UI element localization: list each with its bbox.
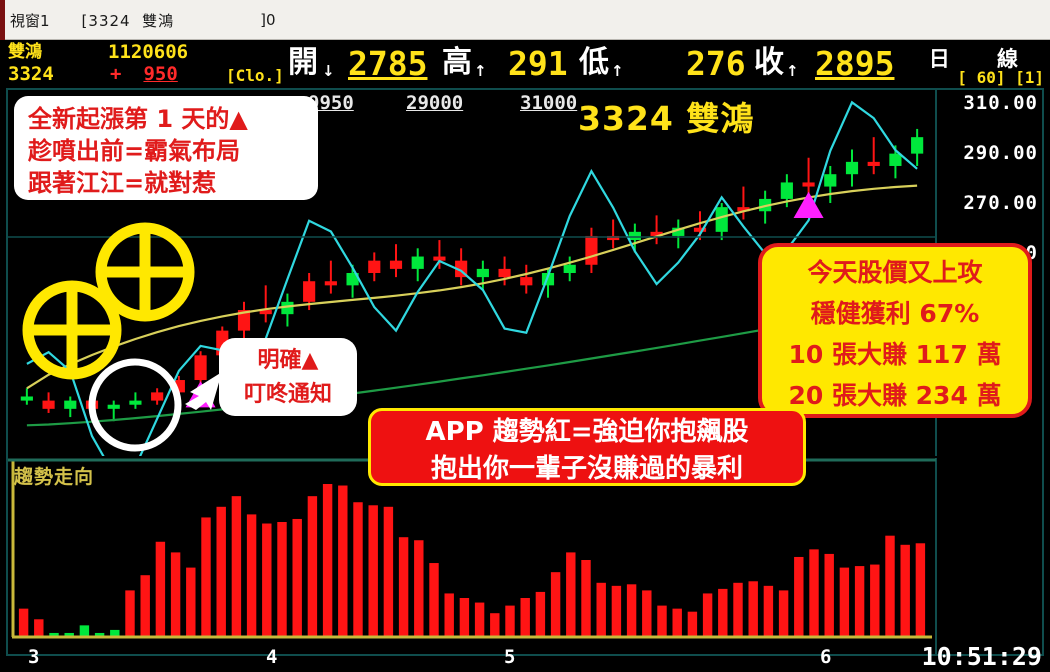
x-tick-2: 5 bbox=[504, 646, 516, 668]
ma-legend-0: 9950 bbox=[308, 92, 354, 114]
quote-header-strip: 雙鴻 3324 1120606 +950 [Clo.] 開 ↓ 2785 高 ↑… bbox=[0, 40, 1050, 88]
quote-open-arrow-icon: ↓ bbox=[322, 62, 335, 80]
callout-profit-line-3: 20 張大賺 234 萬 bbox=[788, 381, 1002, 410]
callout-top-left-line-1: 趁噴出前=霸氣布局 bbox=[28, 137, 241, 165]
callout-top-left-line-2: 跟著江江=就對惹 bbox=[28, 169, 217, 197]
x-tick-0: 3 bbox=[28, 646, 40, 668]
callout-app-promo-line-0: APP 趨勢紅=強迫你抱飆股 bbox=[425, 417, 749, 447]
quote-close-label: 收 bbox=[754, 45, 784, 80]
quote-date: 1120606 bbox=[108, 41, 189, 63]
callout-app-promo: APP 趨勢紅=強迫你抱飆股 抱出你一輩子沒賺過的暴利 bbox=[368, 408, 806, 486]
quote-stock-name: 雙鴻 bbox=[8, 42, 42, 62]
quote-high-value: 291 bbox=[508, 44, 568, 83]
quote-change-value: 950 bbox=[143, 63, 178, 85]
window-symbol-label: [3324 雙鴻 bbox=[81, 11, 175, 30]
callout-profit-line-0: 今天股價又上攻 bbox=[807, 258, 983, 287]
x-axis: 3 4 5 6 10:51:29 bbox=[6, 642, 1044, 672]
window-symbol-tail: ]0 bbox=[260, 11, 276, 29]
window-left-accent bbox=[0, 0, 5, 40]
quote-change-sign: + bbox=[110, 63, 122, 85]
quote-close-arrow-icon: ↑ bbox=[786, 62, 799, 80]
price-axis-label-2: 270.00 bbox=[963, 192, 1038, 214]
window-label: 視窗1 bbox=[10, 11, 50, 30]
volume-pane-title: 趨勢走向 bbox=[14, 466, 95, 488]
clock-display: 10:51:29 bbox=[921, 642, 1042, 671]
quote-change: +950 bbox=[110, 64, 178, 85]
quote-period-label[interactable]: 日 線 bbox=[928, 47, 1038, 71]
quote-high-label: 高 bbox=[442, 45, 472, 80]
callout-signal-note-line-1: 叮咚通知 bbox=[243, 382, 332, 407]
x-tick-3: 6 bbox=[820, 646, 832, 668]
quote-close-value: 2895 bbox=[815, 44, 895, 83]
callout-profit-line-1: 穩健獲利 67% bbox=[810, 299, 980, 328]
quote-high-arrow-icon: ↑ bbox=[474, 62, 487, 80]
x-tick-1: 4 bbox=[266, 646, 278, 668]
callout-signal-note-line-0: 明確▲ bbox=[257, 348, 319, 373]
callout-signal-note: 明確▲ 叮咚通知 bbox=[219, 338, 357, 416]
quote-period-sub[interactable]: [ 60] [1] bbox=[957, 68, 1044, 87]
callout-top-left-line-0: 全新起漲第 1 天的▲ bbox=[28, 105, 248, 133]
quote-low-arrow-icon: ↑ bbox=[611, 62, 624, 80]
ma-legend-1: 29000 bbox=[406, 92, 464, 114]
callout-profit-line-2: 10 張大賺 117 萬 bbox=[788, 340, 1002, 369]
callout-top-left: 全新起漲第 1 天的▲ 趁噴出前=霸氣布局 跟著江江=就對惹 bbox=[14, 96, 318, 200]
volume-pane[interactable] bbox=[8, 458, 1042, 654]
callout-profit-box: 今天股價又上攻 穩健獲利 67% 10 張大賺 117 萬 20 張大賺 234… bbox=[758, 243, 1032, 418]
ma-legend-2: 31000 bbox=[520, 92, 578, 114]
volume-canvas bbox=[8, 458, 937, 654]
quote-stock-code: 3324 bbox=[8, 63, 54, 85]
quote-close-tag: [Clo.] bbox=[226, 66, 284, 85]
window-title-bar: 視窗1 [3324 雙鴻 ]0 bbox=[0, 0, 1050, 40]
quote-open-value: 2785 bbox=[348, 44, 428, 83]
chart-watermark-title: 3324 雙鴻 bbox=[578, 99, 755, 138]
price-axis-label-0: 310.00 bbox=[963, 92, 1038, 114]
quote-low-label: 低 bbox=[579, 45, 609, 80]
quote-low-value: 276 bbox=[686, 44, 746, 83]
quote-open-label: 開 bbox=[288, 45, 318, 80]
callout-app-promo-line-1: 抱出你一輩子沒賺過的暴利 bbox=[430, 454, 743, 484]
price-axis-label-1: 290.00 bbox=[963, 142, 1038, 164]
